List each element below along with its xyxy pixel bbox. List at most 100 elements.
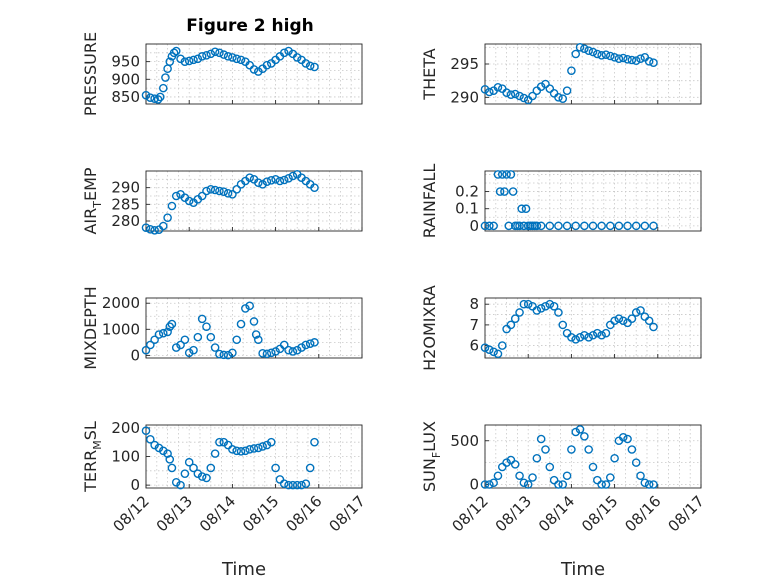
data-point [232, 54, 242, 64]
data-point [567, 445, 576, 454]
data-point [506, 170, 516, 179]
data-point [571, 49, 581, 59]
data-point [649, 58, 658, 67]
y-axis-label: H2OMIXRA [420, 285, 439, 371]
data-point [228, 348, 237, 358]
data-point [206, 463, 216, 473]
data-point [485, 345, 494, 355]
data-point [597, 480, 606, 489]
data-point [580, 330, 589, 340]
data-point [519, 299, 529, 309]
data-point [167, 463, 177, 473]
data-point [245, 445, 254, 454]
data-point [541, 445, 550, 454]
data-point [150, 94, 159, 104]
data-point [141, 223, 151, 232]
data-point [631, 56, 641, 65]
data-point [163, 213, 172, 222]
data-point [545, 462, 555, 472]
data-point [510, 460, 520, 469]
data-point [519, 478, 529, 488]
data-point [275, 176, 285, 186]
data-point [271, 463, 280, 473]
data-point [605, 51, 615, 61]
data-point [271, 175, 280, 184]
data-point [279, 479, 289, 489]
data-point [593, 328, 602, 338]
axes-frame [145, 170, 363, 232]
data-point [150, 335, 159, 345]
data-point [202, 322, 211, 331]
y-axis-label: TERRMSL [81, 421, 104, 493]
data-point [284, 480, 293, 490]
data-point [588, 462, 598, 472]
data-point [251, 330, 261, 339]
data-point [236, 447, 246, 456]
data-point [301, 59, 311, 68]
data-point [575, 333, 585, 342]
data-point [515, 308, 524, 317]
data-point [249, 317, 259, 326]
y-tick-label: 0 [130, 346, 140, 364]
data-point [258, 442, 267, 451]
data-point [623, 434, 632, 444]
data-point [631, 308, 641, 317]
data-point [141, 90, 151, 100]
data-point [210, 185, 220, 195]
data-point [163, 327, 172, 337]
data-point [508, 187, 518, 196]
data-point [171, 191, 181, 201]
data-point [519, 221, 529, 231]
data-point [193, 332, 203, 342]
data-point [593, 475, 602, 485]
data-point [236, 319, 246, 329]
data-point [497, 341, 507, 350]
data-point [232, 446, 242, 456]
data-point [141, 345, 151, 355]
data-point [202, 473, 211, 483]
data-point [631, 221, 641, 231]
data-point [562, 221, 572, 231]
data-point [223, 52, 233, 61]
data-point [279, 175, 289, 185]
data-point [554, 308, 563, 317]
data-point [510, 314, 520, 323]
data-point [167, 319, 177, 329]
data-point [489, 478, 498, 488]
data-point [184, 56, 194, 66]
data-point [210, 343, 220, 352]
y-tick-label: 1000 [102, 320, 140, 338]
y-tick-label: 0 [130, 476, 140, 494]
data-point [493, 170, 503, 179]
data-point [523, 299, 533, 309]
data-point [310, 338, 319, 347]
data-point [271, 347, 280, 356]
subplot-6: 6 7 8 H2OMIXRA [420, 285, 702, 371]
data-point [580, 44, 589, 53]
data-point [254, 335, 263, 345]
data-point [605, 221, 615, 231]
data-point [610, 453, 619, 463]
data-point [176, 480, 185, 490]
data-point [279, 340, 289, 350]
y-tick-label: 6 [469, 337, 479, 355]
data-point [169, 48, 179, 58]
data-point [266, 437, 276, 447]
data-point [202, 186, 211, 196]
data-point [549, 475, 559, 485]
data-point [301, 479, 311, 489]
data-point [545, 299, 555, 309]
data-point [153, 95, 163, 104]
data-point [584, 333, 593, 342]
data-point [228, 445, 237, 454]
data-point [644, 480, 654, 489]
data-point [502, 458, 511, 467]
data-point [197, 191, 207, 201]
data-point [189, 345, 198, 355]
data-point [545, 84, 555, 93]
data-point [532, 453, 542, 463]
axes-frame [484, 170, 702, 232]
data-point [232, 335, 242, 345]
y-tick-label: 0 [469, 217, 479, 235]
